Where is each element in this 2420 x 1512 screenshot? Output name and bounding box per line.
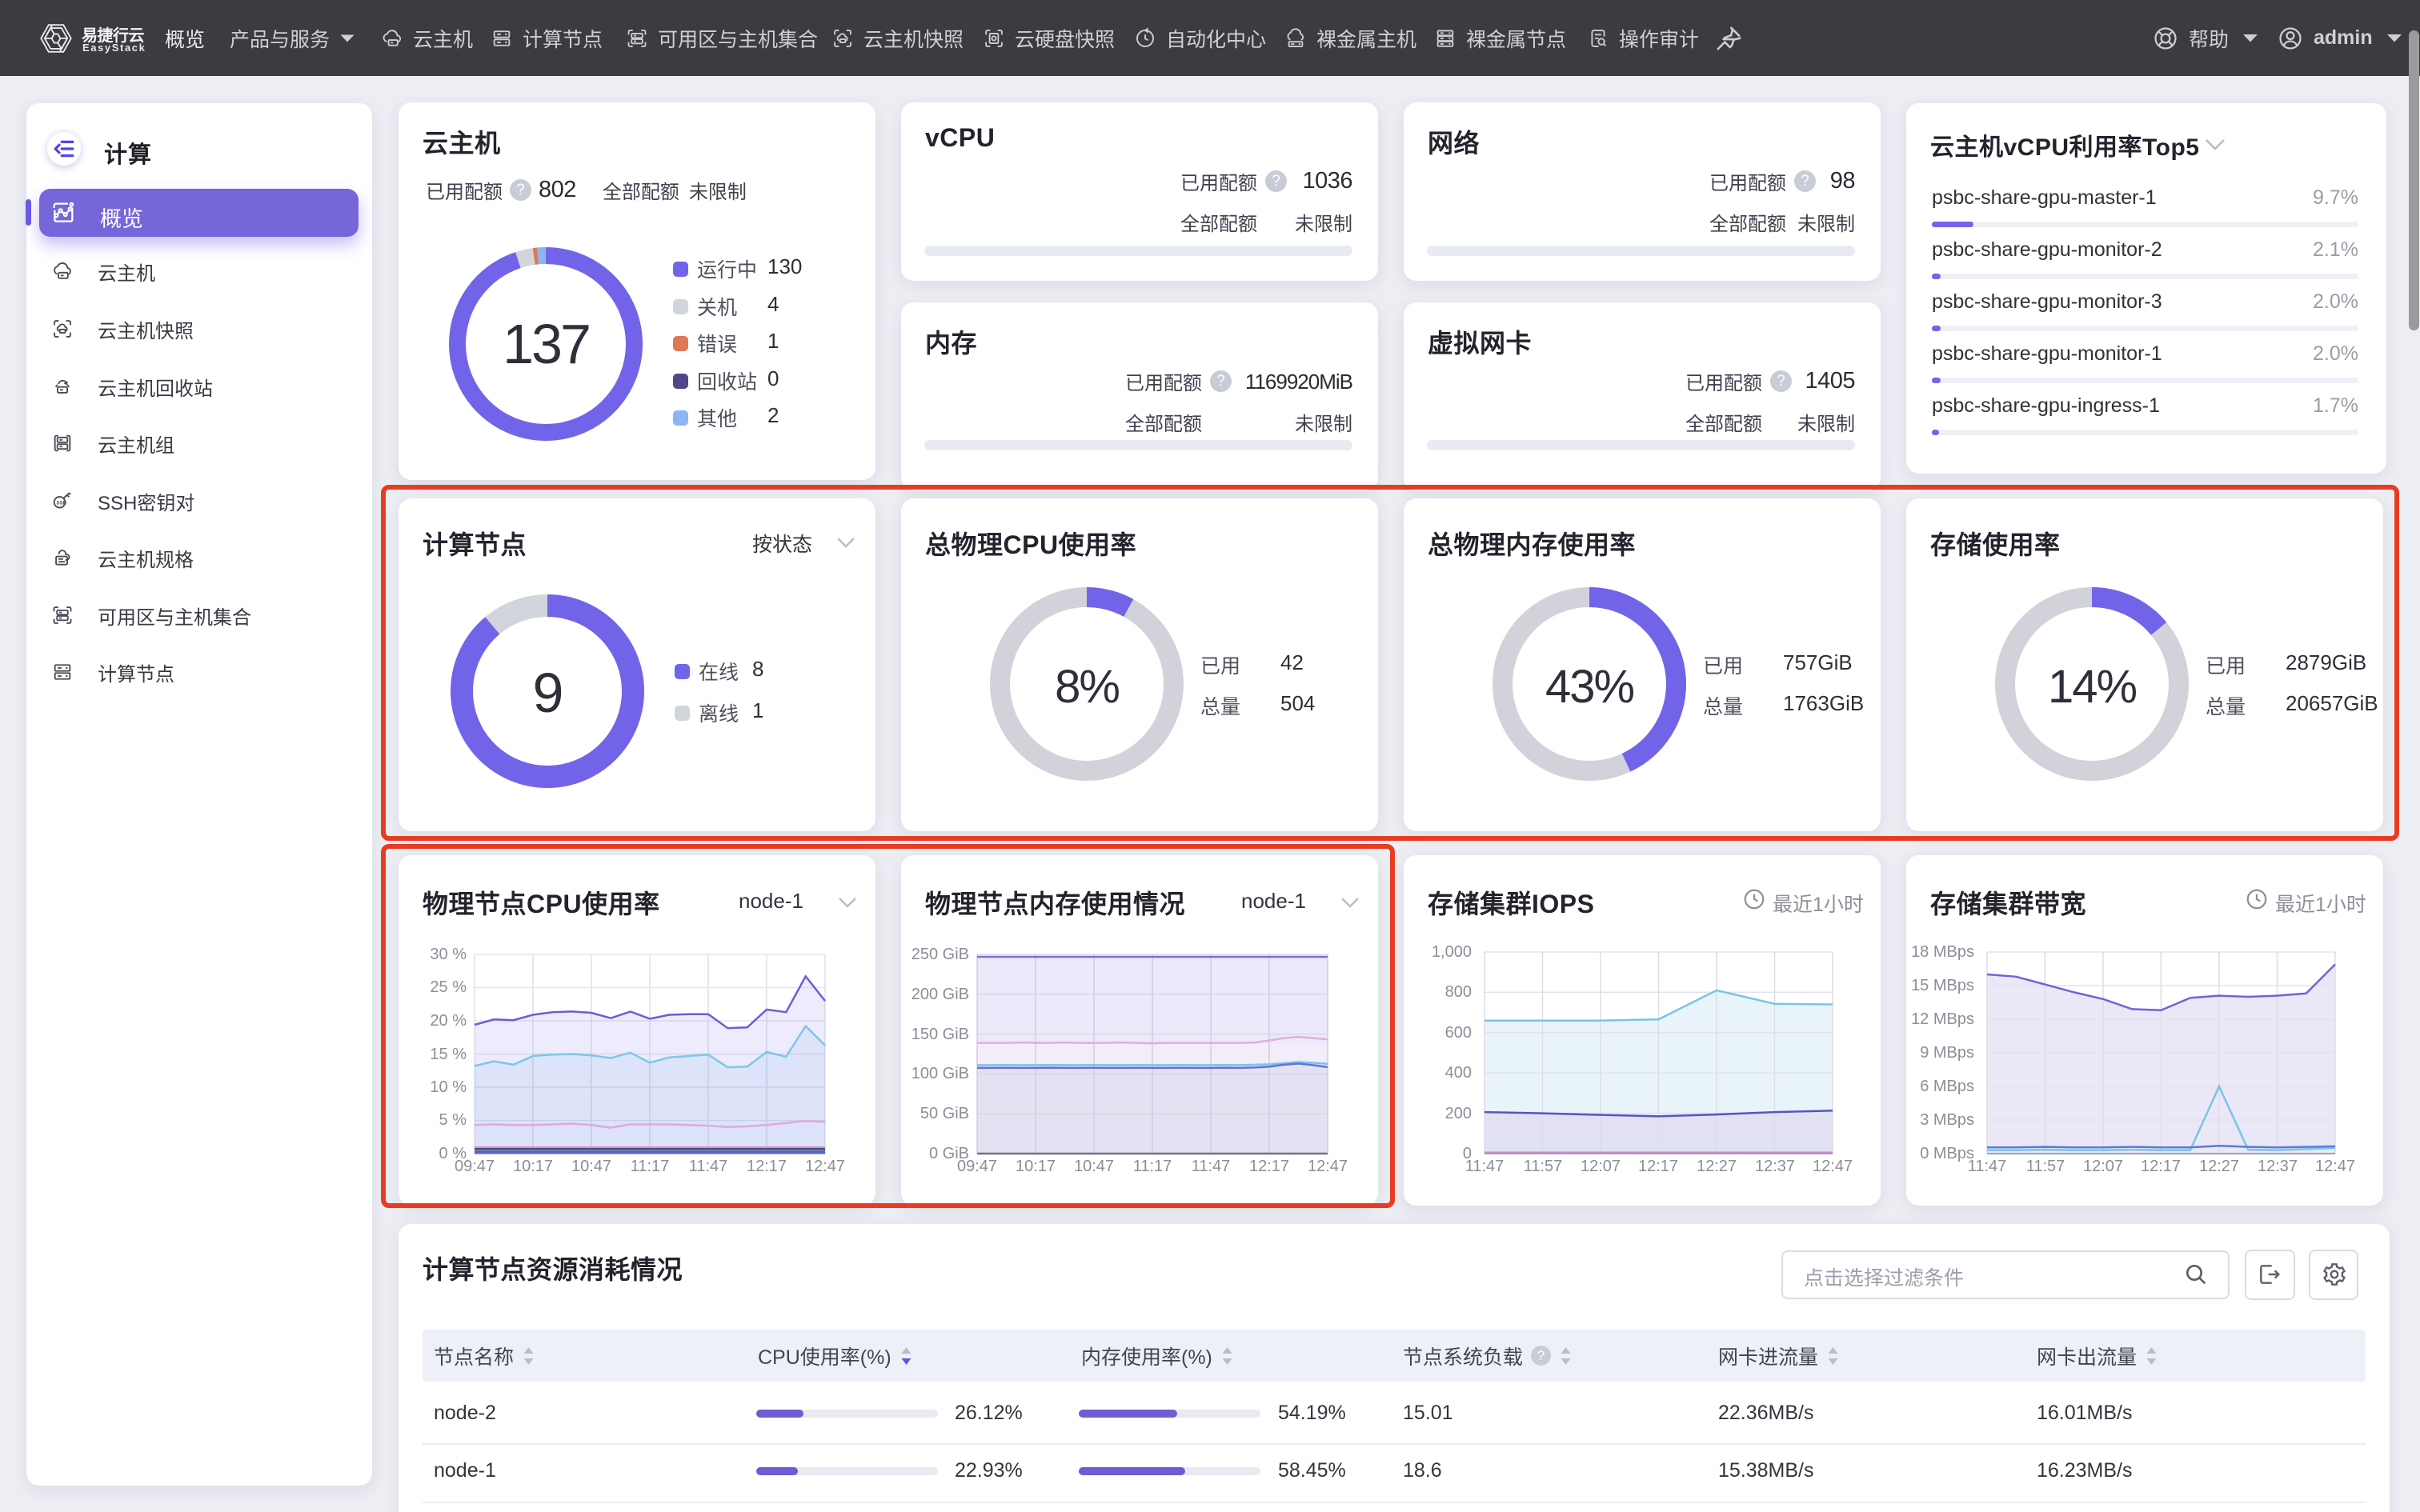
svg-text:SSH: SSH xyxy=(57,501,66,506)
